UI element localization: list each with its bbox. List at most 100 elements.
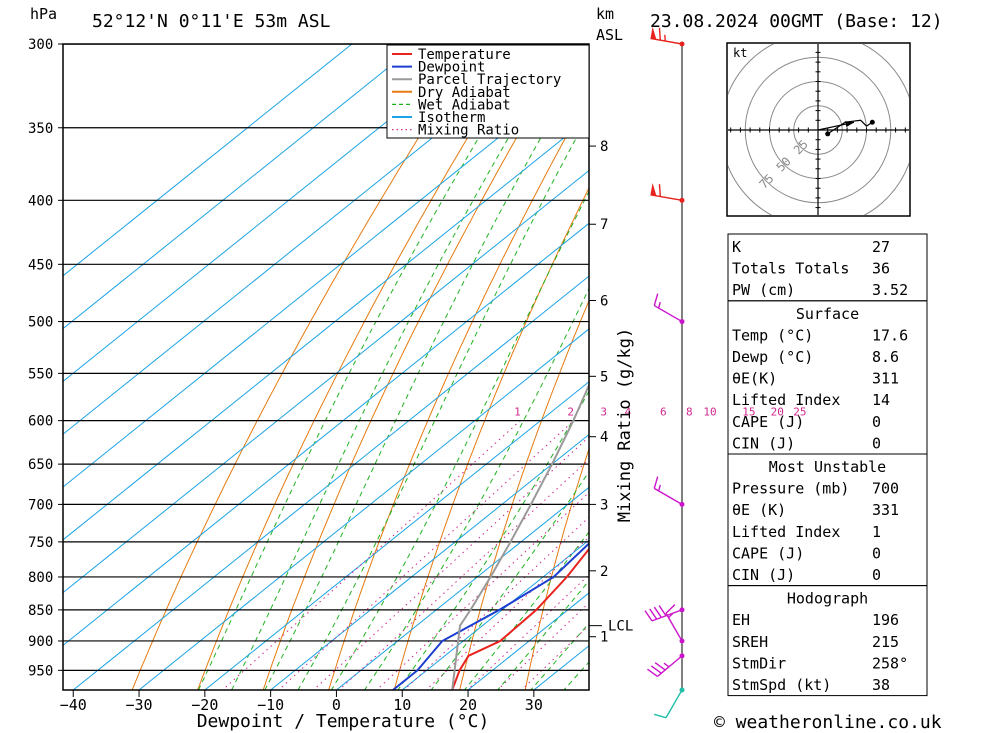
wind-barb-flag xyxy=(649,608,658,620)
legend-label: Dewpoint xyxy=(418,60,485,76)
index-label: StmDir xyxy=(732,654,786,672)
mixing-ratio-labels: 1 2 3 4 6 8 10 15 20 25 xyxy=(514,406,806,419)
index-label: θE(K) xyxy=(732,370,777,388)
temperature-tick-label: 10 xyxy=(393,696,411,714)
km-unit-label: km xyxy=(596,5,614,23)
wind-profile xyxy=(644,26,685,719)
wind-barb-staff xyxy=(653,487,683,506)
pressure-tick-label: 800 xyxy=(28,570,53,586)
dry-adiabat-line xyxy=(131,44,479,690)
isotherm-line xyxy=(269,433,589,690)
pressure-tick-label: 500 xyxy=(28,315,53,331)
temperature-tick-label: −30 xyxy=(125,696,152,714)
dry-adiabat-line xyxy=(262,44,572,690)
wind-barb-staff xyxy=(650,194,683,202)
dry-adiabat-line xyxy=(918,0,1000,698)
temperature-line xyxy=(451,547,589,690)
pressure-tick-label: 950 xyxy=(28,663,53,679)
mixing-ratio-label: 25 xyxy=(793,406,806,419)
wet-adiabat-line xyxy=(430,470,589,690)
mixing-ratio-axis-label: Mixing Ratio (g/kg) xyxy=(615,328,635,522)
pressure-tick-label: 400 xyxy=(28,193,53,209)
index-value: 27 xyxy=(872,238,890,256)
pressure-tick-label: 300 xyxy=(28,37,53,53)
mixing-ratio-lines xyxy=(221,420,589,690)
height-tick-label: 8 xyxy=(600,139,608,155)
indices-section-box xyxy=(727,585,928,697)
index-label: EH xyxy=(732,611,750,629)
index-value: 215 xyxy=(872,633,899,651)
height-tick-label: 6 xyxy=(600,294,608,310)
sounding-datetime: 23.08.2024 00GMT (Base: 12) xyxy=(650,11,943,32)
wind-barb-flag xyxy=(658,605,667,617)
height-tick-label: 4 xyxy=(600,430,608,446)
index-label: StmSpd (kt) xyxy=(732,676,831,694)
height-tick-label: 5 xyxy=(600,369,608,385)
legend-label: Isotherm xyxy=(418,110,485,126)
index-value: 0 xyxy=(872,413,881,431)
index-value: 196 xyxy=(872,611,899,629)
pressure-tick-label: 900 xyxy=(28,634,53,650)
indices-section-title: Surface xyxy=(796,305,859,323)
isotherm-line xyxy=(63,44,353,277)
isotherm-line xyxy=(401,539,589,690)
height-tick-label: 1 xyxy=(600,630,608,646)
wind-barb-flag xyxy=(665,604,676,614)
legend-label: Temperature xyxy=(418,47,511,63)
isotherm-line xyxy=(335,486,589,690)
pressure-tick-label: 600 xyxy=(28,414,53,430)
dry-adiabats xyxy=(131,0,1000,698)
mixing-ratio-line xyxy=(466,574,589,690)
index-value: 38 xyxy=(872,676,890,694)
dry-adiabat-line xyxy=(393,186,589,690)
dry-adiabat-line xyxy=(197,44,526,690)
index-value: 17.6 xyxy=(872,326,908,344)
temperature-tick-label: −20 xyxy=(191,696,218,714)
mixing-ratio-label: 10 xyxy=(703,406,716,419)
height-tick-label: 2 xyxy=(600,564,608,580)
dry-adiabat-line xyxy=(459,299,589,690)
wind-barb-half-flag xyxy=(668,612,674,619)
wind-barb-staff xyxy=(665,612,683,642)
parcel-trajectory-line xyxy=(451,382,589,690)
index-label: CAPE (J) xyxy=(732,544,804,562)
indices-section-title: Hodograph xyxy=(787,590,868,608)
mixing-ratio-label: 6 xyxy=(660,406,667,419)
index-value: 0 xyxy=(872,566,881,584)
wind-barb-flag xyxy=(653,606,662,618)
temperature-tick-label: 0 xyxy=(332,696,341,714)
wind-barb-staff xyxy=(650,37,683,45)
index-value: 1 xyxy=(872,523,881,541)
asl-label: ASL xyxy=(596,26,623,44)
wind-barb-half-flag xyxy=(657,301,661,309)
height-tick-label: 3 xyxy=(600,497,608,513)
legend-label: Wet Adiabat xyxy=(418,97,511,113)
index-value: 311 xyxy=(872,370,899,388)
wet-adiabat-line xyxy=(364,287,589,690)
wind-barb-staff xyxy=(657,655,683,677)
index-label: SREH xyxy=(732,633,768,651)
wind-barb-flag xyxy=(658,184,662,197)
lcl-label: LCL xyxy=(608,619,633,635)
dewpoint-line xyxy=(392,542,589,690)
wind-barb-pennant xyxy=(650,182,657,196)
index-label: PW (cm) xyxy=(732,281,795,299)
index-value: 3.52 xyxy=(872,281,908,299)
index-value: 331 xyxy=(872,501,899,519)
mixing-ratio-line xyxy=(520,624,589,690)
mixing-ratio-line xyxy=(312,436,589,690)
temperature-tick-label: −40 xyxy=(60,696,87,714)
wind-barb-flag xyxy=(650,665,662,674)
index-value: 700 xyxy=(872,480,899,498)
index-value: 8.6 xyxy=(872,348,899,366)
wind-barb-flag xyxy=(653,713,667,719)
station-location: 52°12'N 0°11'E 53m ASL xyxy=(92,11,331,32)
pressure-gridlines xyxy=(63,44,589,671)
mixing-ratio-label: 3 xyxy=(600,406,607,419)
pressure-tick-label: 850 xyxy=(28,603,53,619)
profile-lines xyxy=(392,382,589,690)
wind-barb-half-flag xyxy=(663,662,670,668)
legend-label: Mixing Ratio xyxy=(418,123,519,139)
